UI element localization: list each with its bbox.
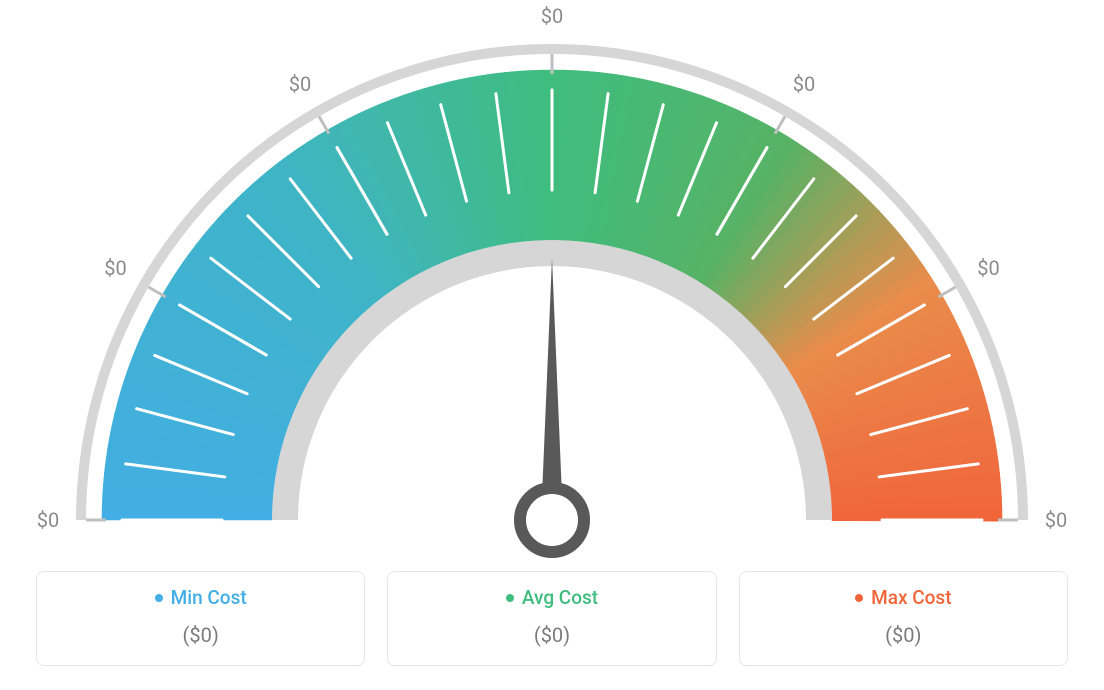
gauge-cost-chart: $0 $0 $0 $0 $0 $0 $0 Min Cost ($0) Avg Cost ($…	[0, 0, 1104, 690]
legend-card-min: Min Cost ($0)	[36, 571, 365, 666]
gauge-tick-label: $0	[37, 508, 59, 532]
gauge-tick-label: $0	[793, 72, 815, 96]
legend-dot-min	[155, 594, 163, 602]
legend-title-avg: Avg Cost	[506, 586, 598, 609]
gauge-tick-label: $0	[289, 72, 311, 96]
legend-value-max: ($0)	[750, 623, 1057, 647]
legend-card-avg: Avg Cost ($0)	[387, 571, 716, 666]
legend-card-max: Max Cost ($0)	[739, 571, 1068, 666]
legend-title-max: Max Cost	[855, 586, 951, 609]
legend-title-min: Min Cost	[155, 586, 247, 609]
legend-row: Min Cost ($0) Avg Cost ($0) Max Cost ($0…	[36, 571, 1068, 666]
gauge-svg	[0, 0, 1104, 560]
gauge-tick-label: $0	[541, 4, 563, 28]
gauge-area: $0 $0 $0 $0 $0 $0 $0	[0, 0, 1104, 560]
legend-value-avg: ($0)	[398, 623, 705, 647]
legend-dot-max	[855, 594, 863, 602]
legend-dot-avg	[506, 594, 514, 602]
gauge-tick-label: $0	[1045, 508, 1067, 532]
gauge-tick-label: $0	[977, 256, 999, 280]
legend-label-avg: Avg Cost	[522, 586, 598, 609]
legend-value-min: ($0)	[47, 623, 354, 647]
legend-label-max: Max Cost	[871, 586, 951, 609]
legend-label-min: Min Cost	[171, 586, 247, 609]
gauge-tick-label: $0	[104, 256, 126, 280]
